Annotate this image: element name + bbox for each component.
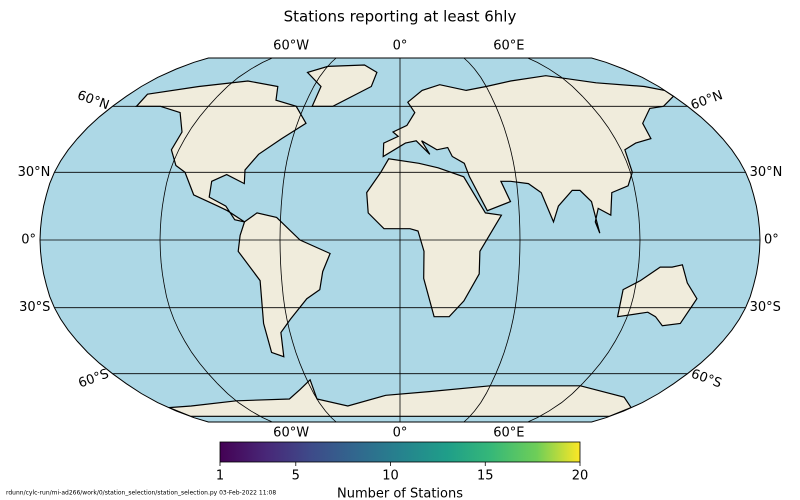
parallel-label: 0°: [764, 233, 779, 248]
parallel-label: 30°S: [750, 300, 781, 315]
map-title: Stations reporting at least 6hly: [284, 8, 517, 26]
colorbar-tick-label: 5: [292, 469, 300, 484]
meridian-label: 60°W: [273, 426, 309, 441]
colorbar-tick-label: 15: [477, 469, 494, 484]
parallel-label: 30°N: [750, 165, 783, 180]
land: [616, 264, 698, 327]
colorbar-tick-label: 1: [216, 469, 224, 484]
parallel-label: 60°N: [689, 88, 725, 113]
meridian-label: 60°E: [493, 426, 524, 441]
footer: rdunn/cylc-run/mi-ad266/work/0/station_s…: [6, 490, 276, 497]
map: 60°N 60°N 30°N 30°N 0° 0° 30°S 30°S 60°S 60°S 60°W…: [18, 39, 783, 441]
meridian-label: 60°W: [273, 39, 309, 54]
land: [237, 212, 331, 358]
map-border: [39, 57, 761, 423]
land: [382, 75, 675, 234]
meridian-label: 60°E: [493, 39, 524, 54]
parallel-label: 60°S: [689, 367, 724, 392]
colorbar-tick-label: 10: [382, 469, 399, 484]
meridian-label: 0°: [393, 426, 408, 441]
land: [135, 80, 307, 223]
meridian-label: 0°: [393, 39, 408, 54]
colorbar-label: Number of Stations: [337, 487, 463, 500]
parallel-label: 30°S: [19, 300, 50, 315]
parallel-label: 30°N: [18, 165, 51, 180]
colorbar: [219, 441, 581, 463]
parallel-label: 60°S: [77, 367, 112, 392]
parallel-label: 0°: [21, 233, 36, 248]
colorbar-tick-label: 20: [572, 469, 589, 484]
parallel-label: 60°N: [75, 88, 111, 113]
